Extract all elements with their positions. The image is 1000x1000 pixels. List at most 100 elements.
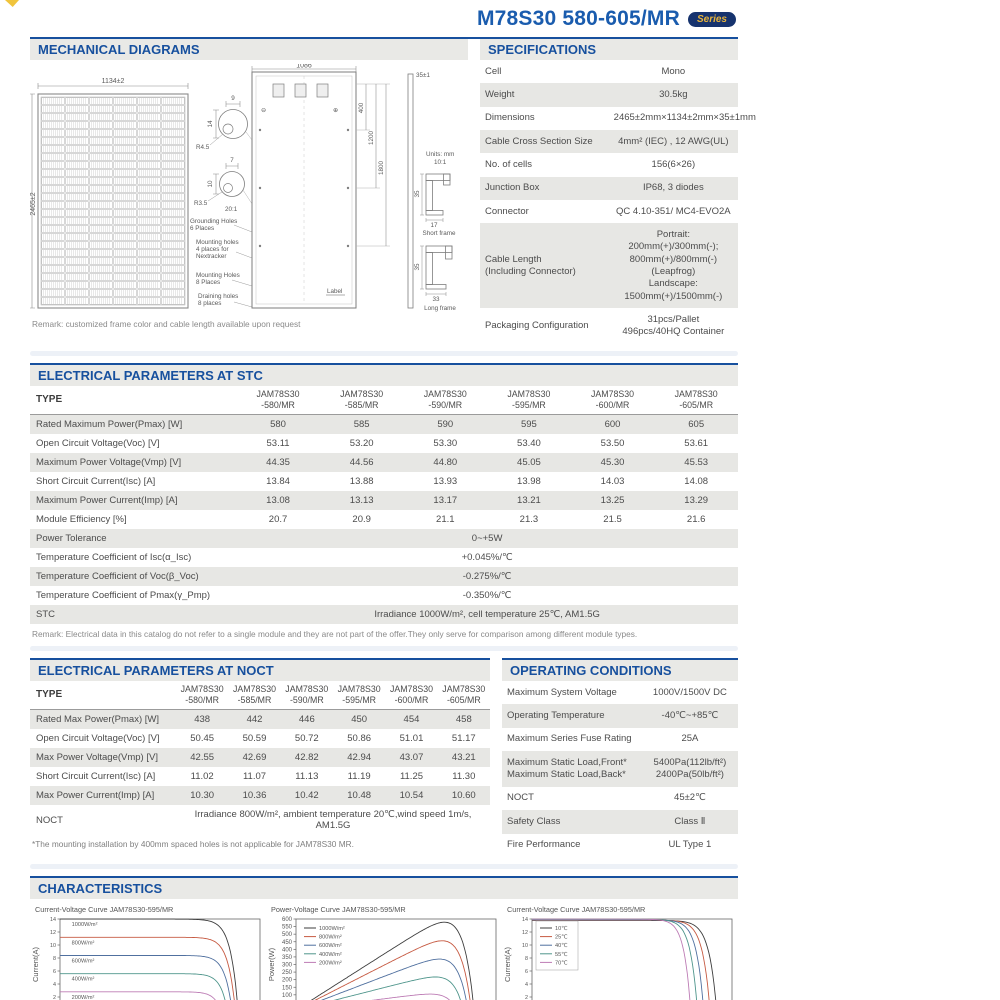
module-type-header: JAM78S30 -580/MR — [236, 386, 320, 416]
value-cell: 42.55 — [190, 752, 215, 764]
svg-text:200W/m²: 200W/m² — [319, 960, 342, 966]
cell: 2465±2mm×1134±2mm×35±1mm — [613, 112, 756, 124]
module-type-header: JAM78S30 -595/MR — [332, 681, 386, 711]
svg-text:8 places: 8 places — [198, 300, 221, 307]
table-row: Temperature Coefficient of Pmax(γ_Pmp) -0… — [30, 586, 738, 605]
span-value-cell: Irradiance 800W/m², ambient temperature … — [194, 809, 472, 832]
table-row: Rated Maximum Power(Pmax) [W] 580 585 590 59… — [30, 414, 738, 435]
value-cell: 21.6 — [686, 514, 706, 526]
svg-text:40℃: 40℃ — [555, 942, 568, 949]
header: M78S30 580-605/MR Series — [30, 0, 738, 39]
table-row: Fire Performance UL Type 1 — [502, 834, 738, 857]
table-row: NOCT Irradiance 800W/m², ambient temperat… — [30, 805, 490, 835]
detail-hole-1: 9 14 R4.5 — [196, 95, 259, 151]
value-cell: 13.88 — [349, 476, 374, 488]
value-cell: 20.7 — [268, 514, 288, 526]
cell: 1000V/1500V DC — [652, 686, 727, 698]
svg-text:Power(W): Power(W) — [267, 947, 276, 981]
parameter-label: Maximum Power Current(Imp) [A] — [36, 495, 178, 507]
section-divider — [30, 646, 738, 652]
stc-remark: Remark: Electrical data in this catalog … — [32, 629, 638, 640]
cell: No. of cells — [485, 158, 532, 170]
value-cell: 458 — [455, 714, 472, 726]
value-cell: 53.61 — [684, 438, 709, 450]
section-header-mechanical-diagrams: MECHANICAL DIAGRAMS — [30, 39, 468, 60]
svg-text:Nextracker: Nextracker — [196, 253, 226, 260]
value-cell: 20.9 — [352, 514, 371, 526]
table-header-row: TYPE JAM78S30 -580/MR JAM78S30 -585/MR JAM7… — [30, 386, 738, 416]
value-cell: 43.07 — [399, 752, 424, 764]
svg-text:12: 12 — [50, 930, 56, 936]
cell: Maximum System Voltage — [507, 686, 617, 698]
type-header: TYPE — [30, 681, 176, 711]
value-cell: 53.11 — [266, 438, 290, 450]
mounting-holes-4-label: Mounting holes — [196, 239, 239, 246]
rear-view: 1086 ⊖ ⊕ Label — [251, 64, 357, 309]
parameter-label: Short Circuit Current(Isc) [A] — [36, 476, 156, 488]
minus-terminal-icon: ⊖ — [261, 107, 266, 114]
table-row: Connector QC 4.10-351/ MC4-EVO2A — [480, 200, 738, 223]
parameter-label: Short Circuit Current(Isc) [A] — [36, 771, 156, 783]
cell: IP68, 3 diodes — [642, 182, 704, 194]
front-view: 1134±2 2465±2 — [30, 78, 189, 309]
short-frame-height: 35 — [414, 190, 421, 198]
parameter-label: Maximum Power Voltage(Vmp) [V] — [36, 457, 182, 469]
value-cell: 21.5 — [603, 514, 622, 526]
value-cell: 43.21 — [451, 752, 476, 764]
cell: Weight — [485, 88, 515, 100]
table-row: Packaging Configuration 31pcs/Pallet 496p… — [480, 308, 738, 344]
mechanical-remark: Remark: customized frame color and cable… — [32, 319, 301, 329]
span-value-cell: -0.275%/℃ — [462, 571, 512, 583]
label-marker: Label — [327, 288, 342, 295]
svg-text:500: 500 — [282, 932, 293, 938]
svg-text:250: 250 — [282, 970, 293, 976]
svg-text:1000W/m²: 1000W/m² — [72, 922, 98, 928]
svg-text:Current(A): Current(A) — [503, 946, 512, 982]
detail2-radius: R3.5 — [194, 200, 208, 207]
type-header: TYPE — [30, 386, 237, 416]
dim-height-label: 2465±2 — [30, 192, 37, 215]
value-cell: 51.01 — [399, 733, 424, 745]
value-cell: 11.30 — [452, 771, 476, 783]
table-row: No. of cells 156(6×26) — [480, 153, 738, 176]
specifications-column: SPECIFICATIONS Cell Mono Weight 30.5kg Dimen… — [480, 39, 756, 344]
module-type-header: JAM78S30 -585/MR — [228, 681, 281, 711]
table-row: Power Tolerance 0~+5W — [30, 529, 738, 549]
dim-400: 400 — [358, 102, 365, 113]
top-section: MECHANICAL DIAGRAMS 1134±2 — [30, 39, 756, 344]
page-title: M78S30 580-605/MR — [476, 7, 680, 30]
table-row: Safety Class Class Ⅱ — [502, 810, 738, 834]
parameter-label: Max Power Current(Imp) [A] — [36, 790, 155, 802]
table-row: Open Circuit Voltage(Voc) [V] 53.11 53.20 5… — [30, 434, 738, 453]
rear-dimensions: 400 1200 1800 — [356, 83, 390, 247]
units-label: Units: mm — [426, 151, 454, 158]
value-cell: 53.30 — [433, 438, 458, 450]
span-value-cell: Irradiance 1000W/m², cell temperature 25… — [374, 609, 600, 621]
value-cell: 51.17 — [451, 733, 476, 745]
grounding-holes-label: Grounding Holes — [190, 218, 237, 225]
svg-text:Current(A): Current(A) — [31, 946, 40, 982]
cell: UL Type 1 — [668, 839, 712, 851]
detail1-radius: R4.5 — [196, 144, 210, 151]
value-cell: 605 — [688, 419, 705, 431]
cell: Operating Temperature — [507, 709, 605, 721]
cell: Safety Class — [507, 815, 561, 827]
table-row: Operating Temperature -40℃~+85℃ — [502, 704, 738, 728]
table-row: Module Efficiency [%] 20.7 20.9 21.1 21.3 21.… — [30, 510, 738, 529]
value-cell: 11.13 — [295, 771, 319, 783]
span-value-cell: -0.350%/℃ — [462, 590, 512, 602]
svg-text:10℃: 10℃ — [555, 925, 568, 932]
svg-text:70℃: 70℃ — [555, 959, 568, 966]
detail2-height: 10 — [207, 180, 214, 188]
short-frame-label: Short frame — [423, 230, 456, 237]
svg-text:6 Places: 6 Places — [190, 225, 214, 232]
cell: Mono — [661, 65, 686, 77]
value-cell: 50.59 — [242, 733, 267, 745]
long-frame-width: 33 — [432, 296, 440, 303]
svg-text:10: 10 — [522, 943, 528, 949]
svg-text:8 Places: 8 Places — [196, 279, 220, 286]
module-type-header: JAM78S30 -590/MR — [280, 681, 333, 711]
cell: Dimensions — [485, 112, 535, 124]
detail-scale: 20:1 — [225, 206, 238, 213]
rear-width-label: 1086 — [296, 64, 312, 70]
